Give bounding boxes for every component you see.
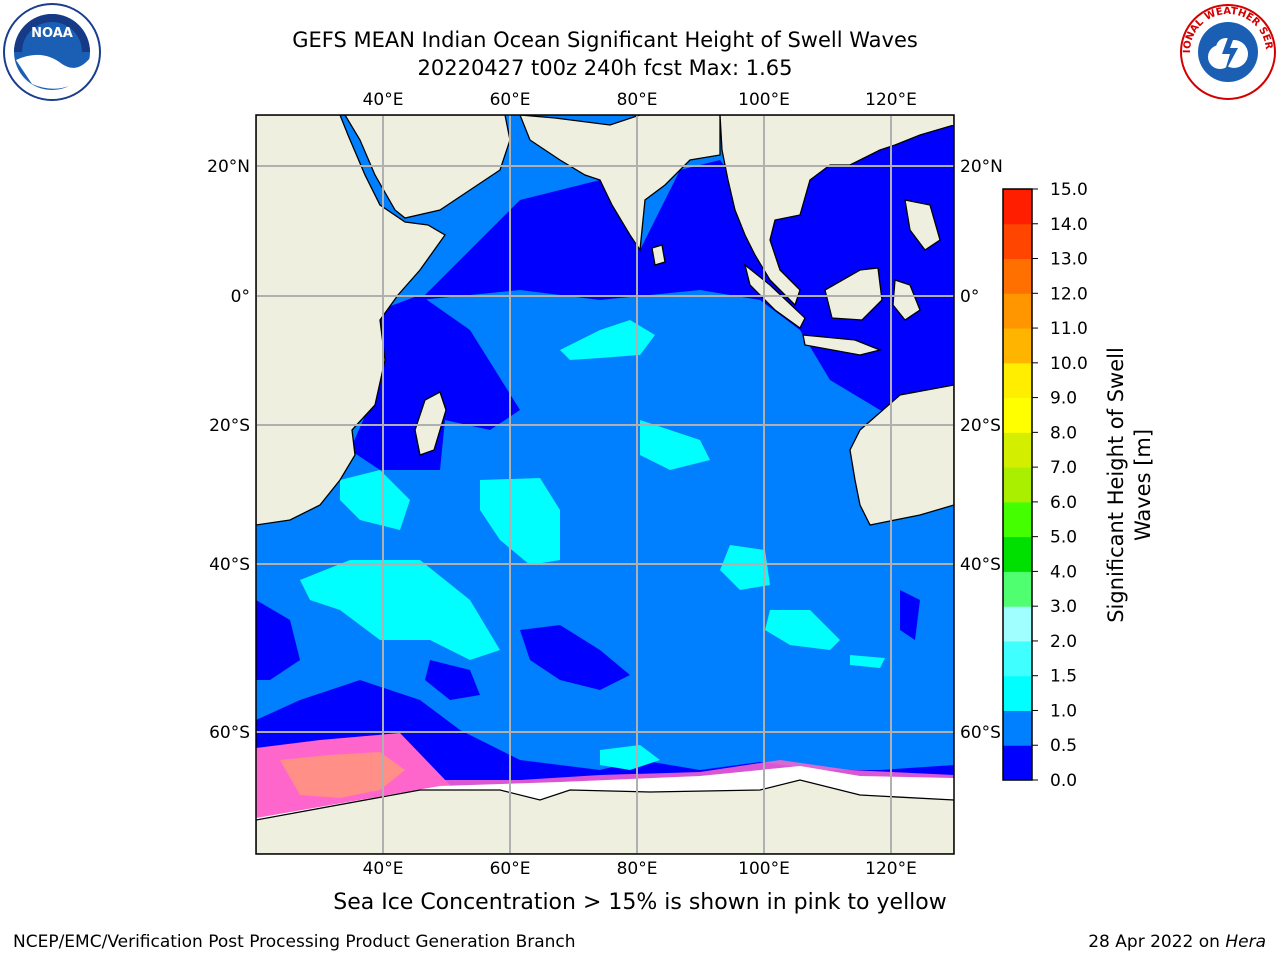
colorbar-tick-label: 7.0 — [1050, 458, 1077, 478]
colorbar-tick-label: 1.0 — [1050, 701, 1077, 721]
lon-tick-bottom: 100°E — [738, 859, 790, 879]
colorbar-frame — [1002, 188, 1033, 781]
lat-tick-right: 20°N — [960, 157, 1003, 177]
colorbar-segment — [1003, 710, 1032, 746]
lon-tick-top: 100°E — [738, 90, 790, 110]
lat-tick-right: 20°S — [960, 416, 1001, 436]
lat-tick-left: 0° — [231, 287, 250, 307]
colorbar-segment — [1003, 745, 1032, 781]
colorbar-tick-label: 3.0 — [1050, 597, 1077, 617]
lat-tick-left: 60°S — [209, 723, 250, 743]
lon-tick-bottom: 60°E — [490, 859, 531, 879]
colorbar-segment — [1003, 432, 1032, 468]
lon-tick-top: 120°E — [865, 90, 917, 110]
colorbar-tick-label: 5.0 — [1050, 528, 1077, 548]
noaa-logo: NOAA — [3, 3, 101, 101]
lat-tick-left: 20°S — [209, 416, 250, 436]
footer-branch: NCEP/EMC/Verification Post Processing Pr… — [13, 932, 576, 952]
colorbar-title-line2: Waves [m] — [1131, 429, 1155, 541]
colorbar-tick-label: 8.0 — [1050, 423, 1077, 443]
footer-date: 28 Apr 2022 on Hera — [1088, 932, 1266, 952]
map-frame — [255, 114, 955, 855]
chart-title: GEFS MEAN Indian Ocean Significant Heigh… — [292, 28, 918, 52]
colorbar-tick-label: 0.5 — [1050, 736, 1077, 756]
colorbar-tick-label: 15.0 — [1050, 180, 1088, 200]
colorbar-segment — [1003, 397, 1032, 433]
colorbar-segment — [1003, 467, 1032, 503]
map-tick-labels: 40°E 40°E 60°E 60°E 80°E 80°E 100°E 100°E 120°E 1… — [207, 90, 1003, 879]
footer-host: Hera — [1225, 932, 1266, 952]
lon-tick-bottom: 40°E — [363, 859, 404, 879]
colorbar-tick-label: 0.0 — [1050, 771, 1077, 791]
colorbar-tick-label: 11.0 — [1050, 319, 1088, 339]
footer-date-text: 28 Apr 2022 on — [1088, 932, 1226, 952]
colorbar-tick-label: 13.0 — [1050, 250, 1088, 270]
colorbar-tick-labels: 0.0 0.5 1.0 1.5 2.0 3.0 4.0 5.0 6.0 7.0 8.0 9.0 10.0… — [1032, 180, 1088, 791]
colorbar — [1002, 188, 1033, 781]
chart-subtitle: 20220427 t00z 240h fcst Max: 1.65 — [417, 56, 793, 80]
lon-tick-top: 60°E — [490, 90, 531, 110]
colorbar-segment — [1003, 258, 1032, 294]
lon-tick-top: 40°E — [363, 90, 404, 110]
colorbar-segment — [1003, 328, 1032, 364]
lat-tick-left: 20°N — [207, 157, 250, 177]
colorbar-tick-label: 2.0 — [1050, 632, 1077, 652]
sea-ice-caption: Sea Ice Concentration > 15% is shown in … — [333, 890, 947, 915]
colorbar-tick-label: 14.0 — [1050, 215, 1088, 235]
colorbar-segment — [1003, 606, 1032, 642]
lon-tick-bottom: 80°E — [617, 859, 658, 879]
colorbar-tick-label: 10.0 — [1050, 354, 1088, 374]
swell-band-high — [300, 320, 885, 770]
colorbar-segment — [1003, 362, 1032, 399]
lon-tick-top: 80°E — [617, 90, 658, 110]
colorbar-title-line1: Significant Height of Swell — [1104, 347, 1128, 623]
lat-tick-right: 0° — [960, 287, 979, 307]
lon-tick-bottom: 120°E — [865, 859, 917, 879]
colorbar-segment — [1003, 536, 1032, 572]
colorbar-segment — [1003, 675, 1032, 711]
colorbar-tick-label: 1.5 — [1050, 667, 1077, 687]
colorbar-segment — [1003, 223, 1032, 260]
map-plot-area — [256, 115, 954, 854]
svg-text:NOAA: NOAA — [31, 26, 73, 41]
lat-tick-right: 40°S — [960, 555, 1001, 575]
colorbar-segment — [1003, 640, 1032, 677]
lat-tick-right: 60°S — [960, 723, 1001, 743]
colorbar-segment — [1003, 189, 1032, 225]
lat-tick-left: 40°S — [209, 555, 250, 575]
colorbar-segment — [1003, 571, 1032, 607]
land-masses — [256, 115, 954, 854]
colorbar-segment — [1003, 293, 1032, 329]
colorbar-tick-label: 6.0 — [1050, 493, 1077, 513]
map-gridlines — [256, 115, 954, 854]
nws-logo: NATIONAL WEATHER SERVICE — [1178, 2, 1276, 100]
colorbar-tick-label: 12.0 — [1050, 284, 1088, 304]
colorbar-tick-label: 4.0 — [1050, 562, 1077, 582]
colorbar-segment — [1003, 501, 1032, 538]
colorbar-tick-label: 9.0 — [1050, 389, 1077, 409]
